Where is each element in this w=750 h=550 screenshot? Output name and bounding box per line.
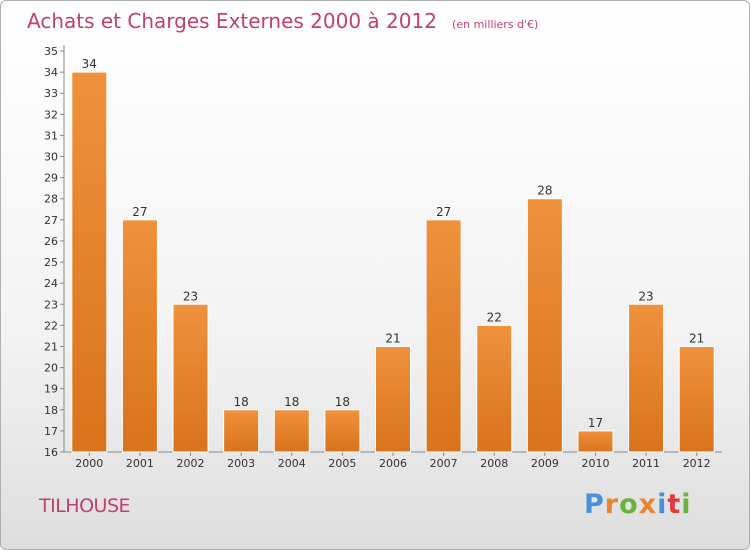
y-tick-label: 26 — [44, 235, 58, 248]
y-tick-label: 20 — [44, 362, 58, 375]
chart-subtitle: (en milliers d'€) — [452, 18, 539, 31]
y-tick-label: 16 — [44, 446, 58, 459]
y-tick-label: 32 — [44, 108, 58, 121]
data-label: 21 — [385, 331, 400, 345]
data-label: 23 — [183, 289, 198, 303]
brand-letter: t — [667, 489, 682, 520]
x-tick-label: 2001 — [126, 457, 154, 470]
brand-letter: i — [657, 489, 668, 520]
y-tick-label: 31 — [44, 129, 58, 142]
brand-logo[interactable]: Proxiti — [584, 489, 692, 520]
y-tick-label: 34 — [44, 66, 58, 79]
y-tick-label: 35 — [44, 45, 58, 58]
brand-letter: x — [638, 489, 658, 520]
brand-letter: o — [619, 489, 639, 520]
brand-letter: r — [604, 489, 620, 520]
x-tick-label: 2006 — [379, 457, 407, 470]
brand-letter: i — [681, 489, 692, 520]
x-tick-label: 2004 — [278, 457, 306, 470]
bar — [476, 324, 513, 453]
data-label: 18 — [234, 395, 249, 409]
bar — [223, 409, 260, 453]
y-tick-label: 30 — [44, 151, 58, 164]
data-label: 21 — [689, 331, 704, 345]
x-tick-label: 2010 — [581, 457, 609, 470]
bar — [172, 303, 209, 453]
data-label: 18 — [335, 395, 350, 409]
commune-name: TILHOUSE — [39, 495, 131, 517]
data-label: 17 — [588, 416, 603, 430]
bar — [678, 345, 715, 453]
x-tick-label: 2009 — [531, 457, 559, 470]
data-label: 34 — [82, 57, 97, 71]
y-tick-label: 33 — [44, 87, 58, 100]
x-tick-label: 2005 — [328, 457, 356, 470]
x-tick-label: 2007 — [430, 457, 458, 470]
y-tick-label: 18 — [44, 404, 58, 417]
y-tick-label: 23 — [44, 298, 58, 311]
y-tick-label: 21 — [44, 340, 58, 353]
bars — [71, 71, 715, 453]
bar — [577, 430, 614, 453]
bar — [273, 409, 310, 453]
x-tick-label: 2000 — [75, 457, 103, 470]
y-tick-label: 28 — [44, 193, 58, 206]
y-tick-label: 19 — [44, 383, 58, 396]
y-tick-label: 25 — [44, 256, 58, 269]
brand-letter: P — [584, 489, 605, 520]
data-label: 27 — [436, 205, 451, 219]
x-tick-label: 2002 — [177, 457, 205, 470]
labels: 16 17 18 19 20 21 22 23 24 25 26 27 28 29 30 31 32 33 34 35… — [44, 45, 711, 470]
data-label: 18 — [284, 395, 299, 409]
y-tick-label: 29 — [44, 172, 58, 185]
x-tick-label: 2011 — [632, 457, 660, 470]
bar — [425, 219, 462, 453]
data-label: 27 — [132, 205, 147, 219]
bar — [121, 219, 158, 453]
chart-title: Achats et Charges Externes 2000 à 2012 — [27, 9, 437, 33]
data-label: 23 — [638, 289, 653, 303]
y-tick-label: 17 — [44, 425, 58, 438]
y-tick-label: 24 — [44, 277, 58, 290]
bar — [324, 409, 361, 453]
x-tick-label: 2012 — [683, 457, 711, 470]
bar — [71, 71, 108, 453]
bar — [526, 198, 563, 453]
y-tick-label: 27 — [44, 214, 58, 227]
x-tick-label: 2008 — [480, 457, 508, 470]
x-tick-label: 2003 — [227, 457, 255, 470]
data-label: 28 — [537, 184, 552, 198]
title-row: Achats et Charges Externes 2000 à 2012 (… — [27, 9, 538, 33]
data-label: 22 — [487, 310, 502, 324]
y-tick-label: 22 — [44, 319, 58, 332]
bar — [628, 303, 665, 453]
bar — [375, 345, 411, 453]
